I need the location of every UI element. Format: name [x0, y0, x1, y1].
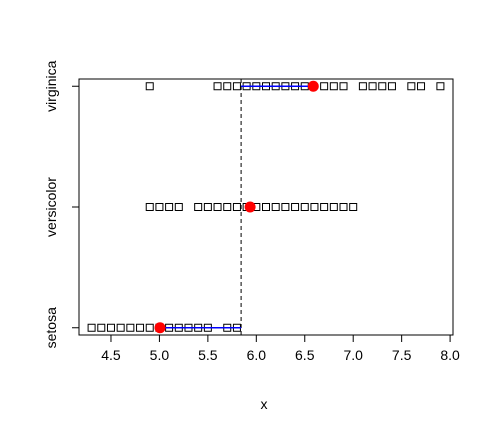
data-point [262, 203, 270, 211]
data-point [300, 203, 309, 211]
data-point [310, 203, 319, 211]
data-point [387, 82, 396, 91]
x-tick-label: 4.5 [101, 347, 121, 363]
data-point [223, 203, 232, 211]
data-point [358, 82, 367, 91]
y-tick-label: virginica [43, 60, 59, 112]
x-tick-label: 5.0 [150, 347, 170, 363]
data-point [339, 82, 348, 91]
x-tick-label: 6.0 [247, 347, 267, 363]
data-point [116, 323, 125, 332]
data-point [106, 323, 115, 332]
data-point [368, 82, 377, 91]
x-tick-label: 7.0 [343, 347, 363, 363]
data-point [165, 203, 174, 211]
x-tick-label: 7.5 [392, 347, 412, 363]
data-point [155, 203, 164, 211]
y-axis: setosa versicolor virginica [43, 60, 80, 348]
data-point [349, 203, 358, 211]
data-point [329, 203, 338, 211]
y-tick-label: setosa [43, 307, 59, 348]
plot-frame [78, 78, 454, 336]
group-mean-point [244, 201, 256, 213]
data-point [97, 323, 106, 332]
data-point [203, 203, 212, 211]
data-point [174, 203, 183, 211]
data-point [378, 82, 387, 91]
data-point [291, 203, 300, 211]
means-layer [154, 80, 319, 334]
data-point [339, 203, 348, 211]
data-point [232, 203, 241, 211]
data-point [145, 203, 154, 211]
data-point [136, 323, 145, 332]
x-axis-label: x [261, 396, 268, 412]
x-tick-label: 6.5 [295, 347, 315, 363]
data-point [320, 82, 329, 91]
data-point [145, 323, 154, 332]
x-axis: 4.5 5.0 5.5 6.0 6.5 7.0 7.5 8.0 [101, 334, 460, 363]
data-point [213, 82, 222, 91]
data-point [417, 82, 426, 91]
segment-layer [160, 85, 314, 329]
data-point [232, 82, 241, 91]
group-mean-point [307, 80, 319, 92]
data-point [223, 82, 232, 91]
x-tick-label: 5.5 [198, 347, 218, 363]
data-point [320, 203, 329, 211]
group-mean-point [154, 322, 166, 334]
y-tick-label: versicolor [43, 177, 59, 237]
data-point [213, 203, 222, 211]
data-point [87, 323, 96, 332]
data-point [194, 203, 203, 211]
data-point [145, 82, 154, 91]
data-point [271, 203, 280, 211]
points-layer [87, 82, 445, 332]
data-point [407, 82, 416, 91]
data-point [281, 203, 290, 211]
data-point [436, 82, 445, 91]
x-tick-label: 8.0 [440, 347, 460, 363]
data-point [329, 82, 338, 91]
data-point [126, 323, 135, 332]
